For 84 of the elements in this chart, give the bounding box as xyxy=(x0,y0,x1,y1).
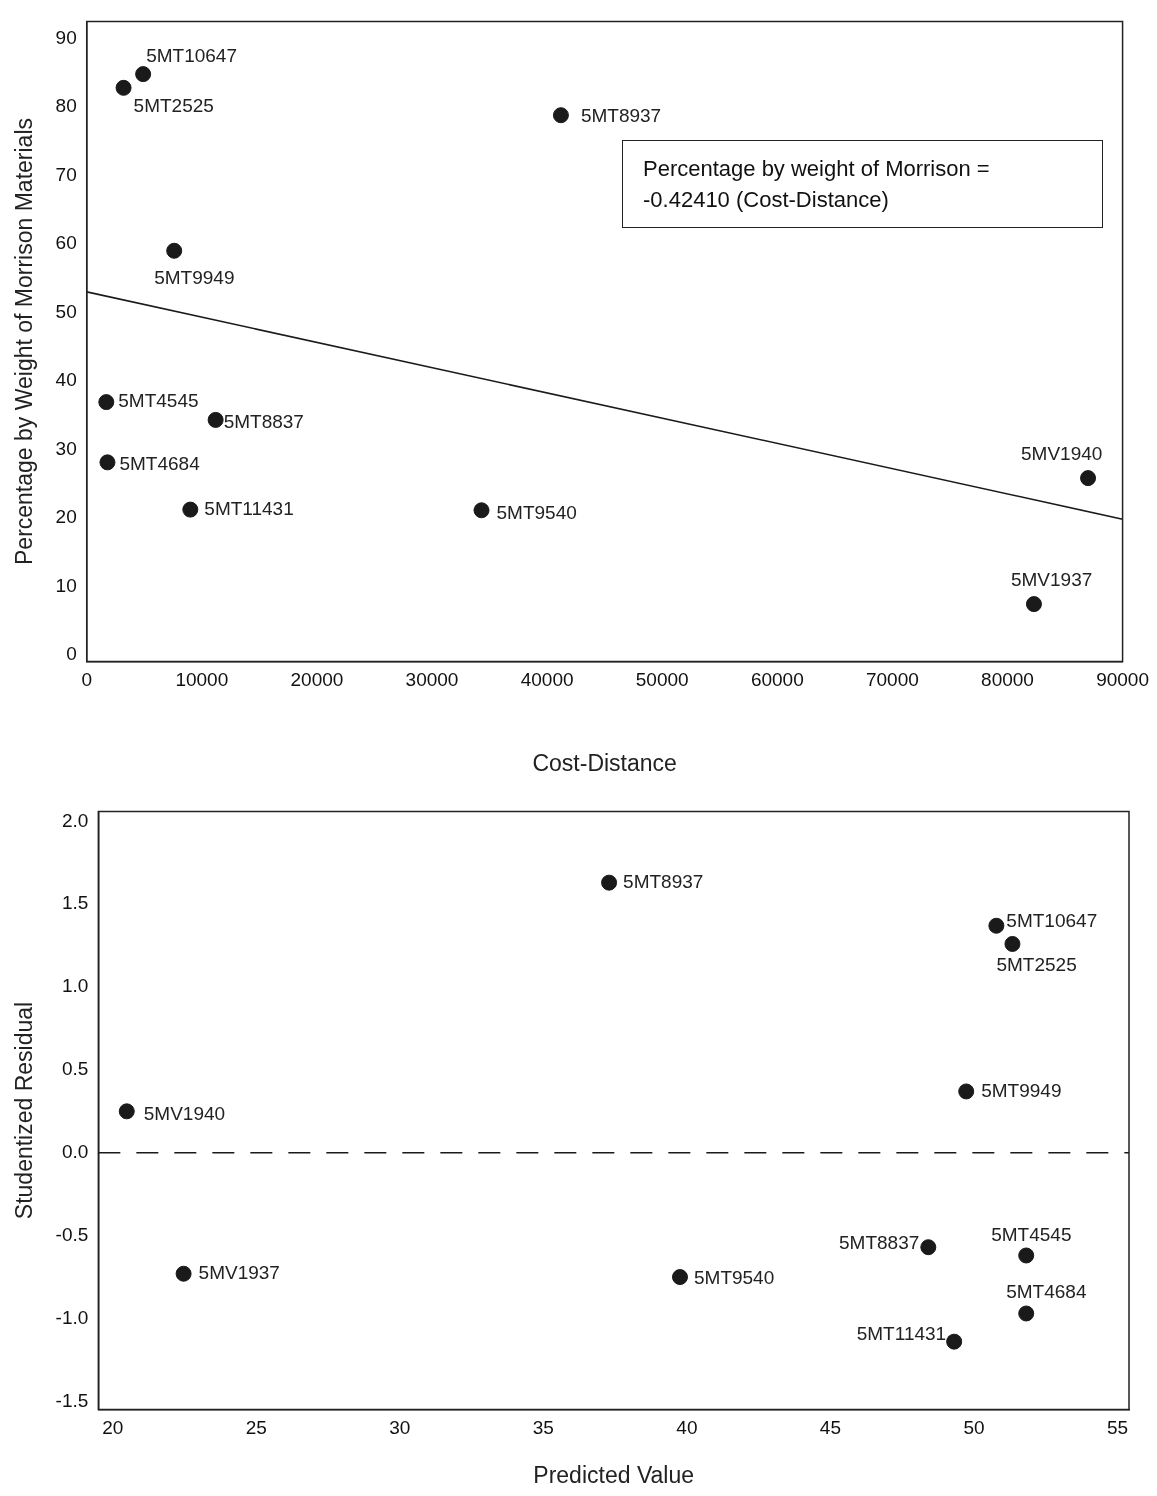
point xyxy=(601,874,618,891)
y-tick-label: 60 xyxy=(55,232,77,254)
x-axis-title: Cost-Distance xyxy=(532,749,677,776)
x-tick-label: 60000 xyxy=(750,669,804,691)
annotation: 5MT10647 xyxy=(146,45,237,67)
x-tick-label: 45 xyxy=(819,1417,841,1439)
x-tick-label: 20000 xyxy=(290,669,344,691)
annotation: 5MT11431 xyxy=(204,497,294,519)
point xyxy=(99,454,116,471)
point xyxy=(671,1269,688,1286)
x-tick-label: 90000 xyxy=(1096,669,1149,691)
annotation: 5MT8837 xyxy=(839,1232,920,1254)
y-tick-label: 10 xyxy=(55,574,77,596)
y-tick-label: 1.5 xyxy=(61,892,89,914)
annotation: 5MV1940 xyxy=(1021,443,1103,465)
note-frame: Percentage by weight of Morrison = -0.42410 (Cost-Distance) xyxy=(622,140,1103,228)
y-tick-label: 0 xyxy=(66,642,77,664)
x-tick-label: 80000 xyxy=(981,669,1034,691)
y-tick-label: -1.5 xyxy=(55,1389,89,1411)
annotation: 5MT9949 xyxy=(981,1079,1062,1101)
point xyxy=(958,1083,975,1100)
y-tick-label: -1.0 xyxy=(55,1306,89,1328)
y-tick-label: 40 xyxy=(55,369,77,391)
point xyxy=(473,502,490,519)
y-tick-label: -0.5 xyxy=(55,1223,89,1245)
y-tick-label: 70 xyxy=(55,163,77,185)
annotation: 5MT10647 xyxy=(1006,909,1098,931)
x-tick-label: 70000 xyxy=(865,669,919,691)
x-tick-label: 20 xyxy=(102,1417,124,1439)
point xyxy=(118,1103,135,1120)
point xyxy=(135,66,152,83)
annotation: 5MT4545 xyxy=(991,1223,1072,1245)
point xyxy=(988,917,1005,934)
y-tick-label: 50 xyxy=(55,300,77,322)
x-tick-label: 10000 xyxy=(175,669,229,691)
point xyxy=(182,501,199,518)
x-tick-label: 40000 xyxy=(520,669,574,691)
annotation: 5MV1937 xyxy=(198,1261,280,1283)
point xyxy=(1018,1305,1035,1322)
annotation: 5MT9540 xyxy=(496,501,577,523)
point xyxy=(98,394,115,411)
annotation: 5MT9949 xyxy=(154,267,235,289)
x-tick-label: 30000 xyxy=(405,669,459,691)
point xyxy=(166,242,183,259)
x-tick-label: 55 xyxy=(1106,1417,1129,1439)
point xyxy=(1018,1247,1035,1264)
point xyxy=(175,1265,192,1282)
x-tick-label: 50000 xyxy=(635,669,689,691)
x-tick-label: 25 xyxy=(245,1417,267,1439)
annotation: 5MT8937 xyxy=(623,870,704,892)
y-tick-label: 2.0 xyxy=(61,809,89,831)
y-axis-title: Studentized Residual xyxy=(11,1001,38,1220)
point xyxy=(1080,470,1097,487)
annotation: 5MV1937 xyxy=(1010,569,1093,591)
annotation: 5MT11431 xyxy=(856,1322,947,1344)
y-tick-label: 1.0 xyxy=(61,975,89,997)
x-tick-label: 30 xyxy=(389,1417,411,1439)
y-tick-label: 80 xyxy=(55,95,77,117)
annotation: 5MT2525 xyxy=(133,95,214,117)
annotation: 5MV1940 xyxy=(143,1102,226,1124)
annotation: 5MT2525 xyxy=(996,954,1077,976)
point xyxy=(946,1333,963,1350)
y-tick-label: 30 xyxy=(55,437,77,459)
y-axis-title: Percentage by Weight of Morrison Materials xyxy=(11,118,38,565)
x-tick-label: 40 xyxy=(676,1417,698,1439)
x-tick-label: 50 xyxy=(963,1417,985,1439)
point xyxy=(115,79,132,96)
point xyxy=(920,1239,937,1256)
annotation: 5MT9540 xyxy=(693,1267,775,1289)
annotation: 5MT8937 xyxy=(580,105,662,127)
point xyxy=(1025,596,1042,613)
y-tick-label: 0.5 xyxy=(61,1058,89,1080)
annotation: 5MT4684 xyxy=(119,452,201,474)
point xyxy=(207,411,224,428)
x-tick-label: 35 xyxy=(532,1417,554,1439)
y-tick-label: 20 xyxy=(55,506,77,528)
point xyxy=(1004,935,1021,952)
point xyxy=(552,107,569,124)
y-tick-label: 90 xyxy=(55,26,77,48)
y-tick-label: 0.0 xyxy=(61,1140,89,1162)
annotation: 5MT8837 xyxy=(223,411,304,433)
annotation: 5MT4684 xyxy=(1006,1280,1087,1302)
x-axis-title: Predicted Value xyxy=(533,1461,695,1488)
annotation: 5MT4545 xyxy=(118,390,199,412)
